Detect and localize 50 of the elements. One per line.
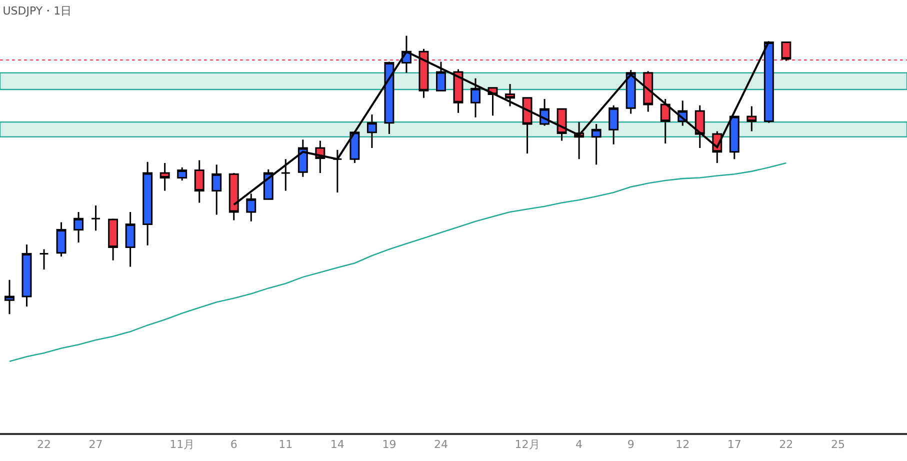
candlestick [643,70,654,113]
x-tick-label: 22 [37,438,52,452]
candlestick [56,222,66,258]
candlestick [350,130,360,164]
candlestick [4,279,14,315]
x-tick-label: 17 [727,438,742,452]
candlestick [263,168,274,200]
candlestick [626,69,636,114]
candlestick [160,162,170,192]
x-tick-label: 9 [627,438,634,452]
candlestick [660,98,670,144]
x-tick-label: 25 [830,438,845,452]
candlestick [436,60,446,92]
candlestick [366,114,377,149]
candlestick [453,68,464,114]
x-tick-label: 22 [779,438,794,452]
x-tick-label: 12月 [514,438,540,452]
candlestick [39,248,49,270]
x-tick-label: 27 [88,438,103,452]
x-tick-label: 4 [576,438,583,452]
candlestick [522,97,532,154]
chart-title: USDJPY・1日 [2,4,72,18]
candlestick [125,211,136,268]
candlestick [332,149,342,194]
candlestick [90,204,101,232]
candlestick [591,123,602,166]
candlestick [194,159,204,204]
x-tick-label: 12 [676,438,690,452]
x-tick-label: 14 [330,438,344,452]
candlestick [729,116,740,160]
candlestick [556,108,567,142]
x-tick-label: 19 [382,438,396,452]
candlestick [22,244,32,308]
candlestick [746,105,757,132]
x-tick-label: 11月 [170,438,195,452]
candlestick [74,211,84,244]
candlestick [212,164,222,216]
candlestick [694,104,705,149]
x-tick-label: 24 [434,438,448,452]
candlestick [608,104,619,146]
candlestick [505,83,515,107]
candlestick [384,60,394,135]
candlestick [177,166,188,182]
candlestick [470,78,480,118]
x-tick-label: 11 [278,438,293,452]
candlestick [108,218,118,262]
candlestick [142,161,153,246]
candlestick [280,158,291,192]
x-tick-label: 6 [230,438,238,452]
candlestick [298,138,308,178]
